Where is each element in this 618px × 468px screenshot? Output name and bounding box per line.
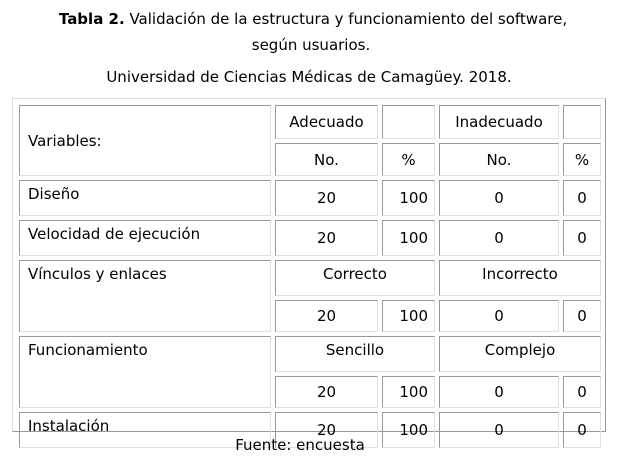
header-adecuado: Adecuado (275, 105, 378, 139)
cell-value: 100 (382, 300, 435, 332)
subheader: Sencillo (275, 336, 435, 372)
data-table-frame: Variables: Adecuado Inadecuado No. % No.… (12, 98, 606, 448)
cell-value: 100 (382, 180, 435, 216)
cell-value: 20 (275, 376, 378, 408)
cell-value: 0 (439, 412, 559, 448)
row-label: Diseño (19, 180, 271, 216)
source-note: Fuente: encuesta (235, 436, 365, 454)
table-row: 20 100 0 0 (19, 376, 601, 408)
cell-value: 20 (275, 180, 378, 216)
row-label: Instalación (19, 412, 271, 448)
subheader: Correcto (275, 260, 435, 296)
subheader: Complejo (439, 336, 601, 372)
header-variables: Variables: (19, 105, 271, 176)
row-label: Vínculos y enlaces (19, 260, 271, 332)
cell-value: 0 (563, 300, 601, 332)
cell-value: 100 (382, 220, 435, 256)
cell-value: 20 (275, 220, 378, 256)
title-line-2: según usuarios. (251, 36, 371, 54)
row-label: Velocidad de ejecución (19, 220, 271, 256)
table-row: Funcionamiento Sencillo Complejo (19, 336, 601, 408)
cell-value: 0 (439, 376, 559, 408)
table-row: 20 100 0 0 (19, 300, 601, 332)
cell-value: 0 (439, 220, 559, 256)
cell-value: 20 (275, 412, 378, 448)
cell-value: 0 (563, 376, 601, 408)
table-title: Tabla 2. Validación de la estructura y f… (4, 6, 618, 32)
cell-value: 0 (439, 180, 559, 216)
cell-value: 20 (275, 300, 378, 332)
header-no: No. (439, 143, 559, 176)
header-empty (563, 105, 601, 139)
table-label: Tabla 2. (58, 10, 125, 28)
header-inadecuado: Inadecuado (439, 105, 559, 139)
table-row: Instalación 20 100 0 0 (19, 412, 601, 448)
table-subtitle: Universidad de Ciencias Médicas de Camag… (106, 68, 512, 86)
cell-value: 0 (439, 300, 559, 332)
cell-value: 100 (382, 412, 435, 448)
table-row: Diseño 20 100 0 0 (19, 180, 601, 216)
header-pct: % (563, 143, 601, 176)
data-table: Variables: Adecuado Inadecuado No. % No.… (15, 101, 605, 452)
header-pct: % (382, 143, 435, 176)
cell-value: 0 (563, 220, 601, 256)
cell-value: 0 (563, 180, 601, 216)
title-text: Validación de la estructura y funcionami… (124, 10, 568, 28)
table-row: Velocidad de ejecución 20 100 0 0 (19, 220, 601, 256)
row-label: Funcionamiento (19, 336, 271, 408)
header-empty (382, 105, 435, 139)
header-no: No. (275, 143, 378, 176)
header-row: Variables: Adecuado Inadecuado (19, 105, 601, 176)
table-row: Vínculos y enlaces Correcto Incorrecto (19, 260, 601, 332)
cell-value: 0 (563, 412, 601, 448)
cell-value: 100 (382, 376, 435, 408)
header-row: No. % No. % (19, 143, 601, 176)
subheader: Incorrecto (439, 260, 601, 296)
